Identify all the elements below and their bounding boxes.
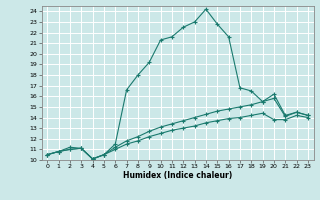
- X-axis label: Humidex (Indice chaleur): Humidex (Indice chaleur): [123, 171, 232, 180]
